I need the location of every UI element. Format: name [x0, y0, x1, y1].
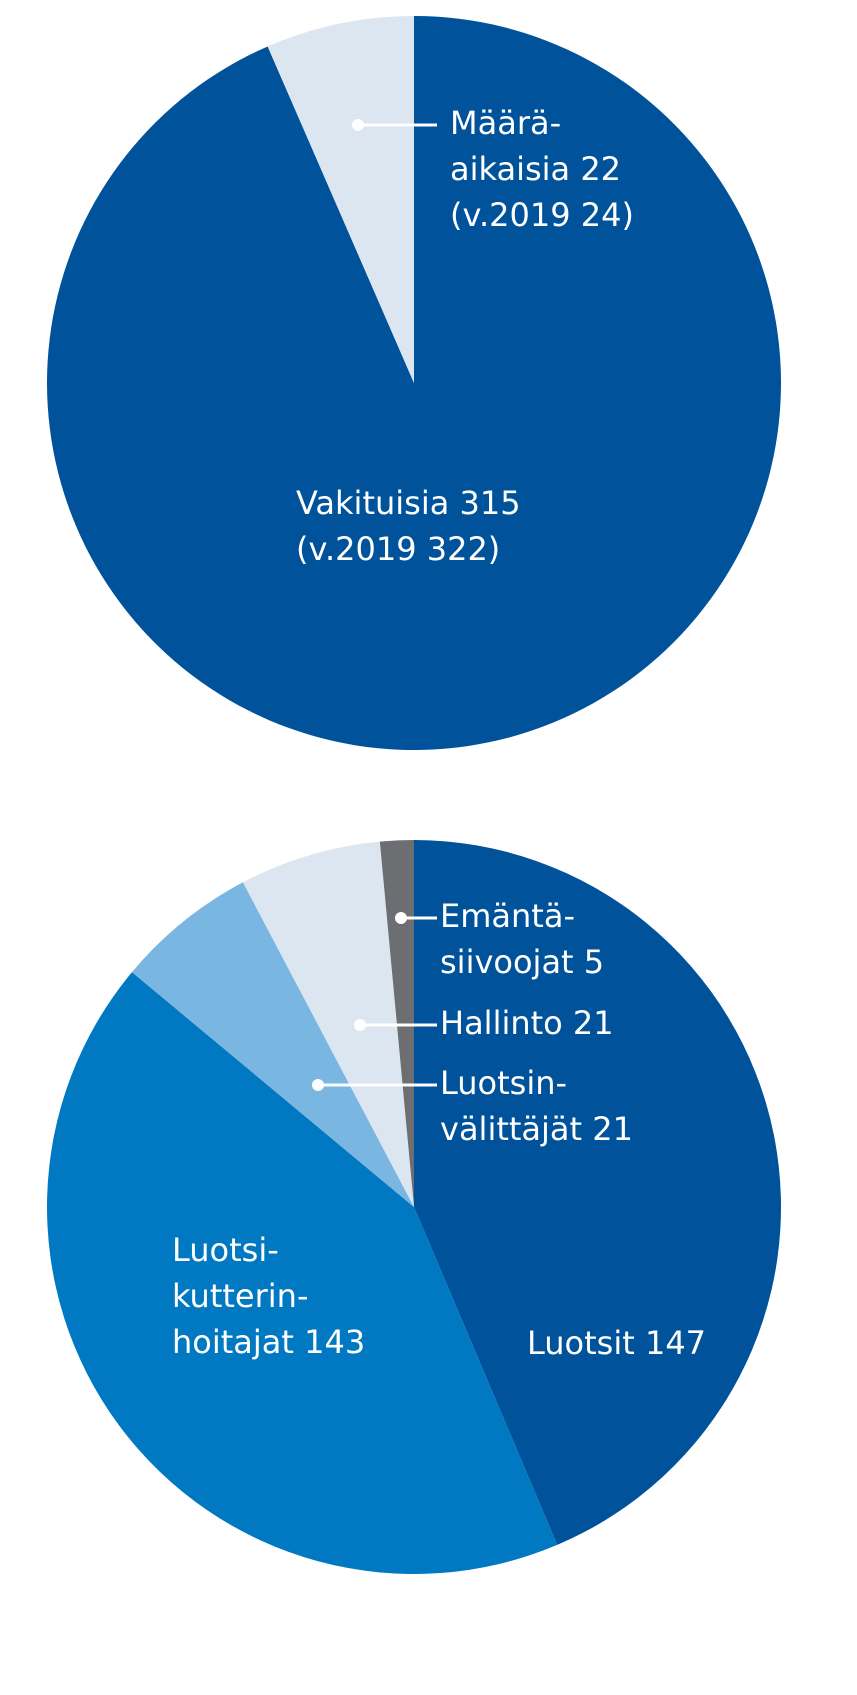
pie-slice: [267, 16, 414, 383]
slice-label: Luotsit 147: [527, 1324, 706, 1362]
pie-slice: [46, 16, 781, 751]
slice-label: aikaisia 22: [450, 150, 621, 188]
leader-dot: [395, 912, 407, 924]
leader-dot: [312, 1079, 324, 1091]
leader-dot: [352, 119, 364, 131]
slice-label: (v.2019 24): [450, 196, 634, 234]
pie-slice: [132, 882, 415, 1207]
pie-slice: [242, 841, 414, 1207]
slice-label: hoitajat 143: [172, 1323, 365, 1361]
pie-slice: [46, 972, 558, 1574]
slice-label: Emäntä-: [440, 897, 575, 935]
slice-label: (v.2019 322): [296, 530, 500, 568]
slice-label: kutterin-: [172, 1277, 308, 1315]
slice-label: Luotsin-: [440, 1064, 567, 1102]
slice-label: Hallinto 21: [440, 1004, 614, 1042]
pie-slice: [414, 840, 781, 1545]
slice-label: Vakituisia 315: [296, 484, 521, 522]
slice-label: välittäjät 21: [440, 1110, 633, 1148]
slice-label: Määrä-: [450, 104, 561, 142]
slice-label: Luotsi-: [172, 1231, 279, 1269]
leader-dot: [354, 1019, 366, 1031]
slice-label: siivoojat 5: [440, 943, 604, 981]
